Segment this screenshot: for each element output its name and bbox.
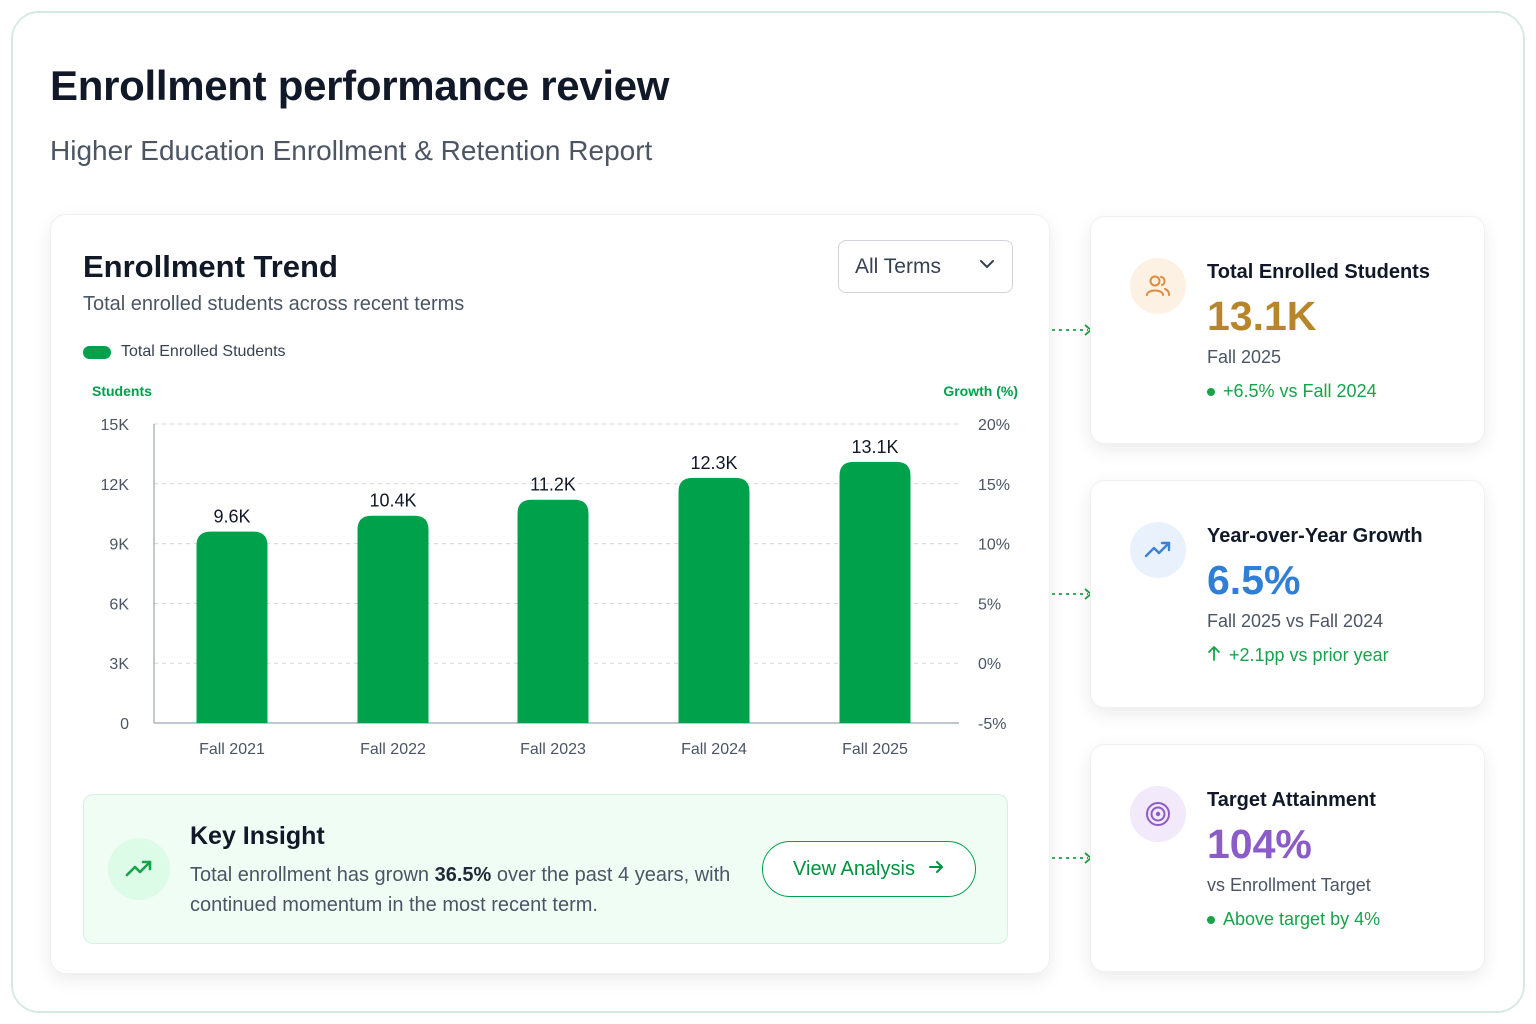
arrow-right-icon: [927, 858, 945, 881]
chart-legend: Total Enrolled Students: [83, 343, 286, 361]
connector-arrow-3: [1052, 852, 1093, 864]
enrollment-trend-card: Enrollment Trend Total enrolled students…: [50, 214, 1050, 974]
kpi-value: 104%: [1207, 821, 1312, 867]
left-axis-title: Students: [92, 383, 152, 399]
insight-text: Total enrollment has grown 36.5% over th…: [190, 860, 750, 920]
bar-fall-2024: [678, 477, 750, 723]
kpi-delta: Above target by 4%: [1207, 909, 1380, 930]
bar-fall-2021: [196, 531, 268, 723]
kpi-delta: +2.1pp vs prior year: [1207, 645, 1389, 666]
kpi-title: Year-over-Year Growth: [1207, 525, 1423, 547]
x-tick-label: Fall 2024: [681, 741, 747, 758]
card-title: Enrollment Trend: [83, 249, 338, 284]
insight-title: Key Insight: [190, 822, 325, 850]
bar-fall-2025: [839, 461, 911, 723]
term-filter-dropdown[interactable]: All Terms: [838, 240, 1013, 293]
y-tick-label: 12K: [101, 477, 130, 494]
data-label: 12.3K: [690, 453, 737, 473]
x-tick-label: Fall 2021: [199, 741, 265, 758]
y-tick-label: 15K: [101, 417, 130, 434]
x-tick-label: Fall 2022: [360, 741, 426, 758]
x-tick-label: Fall 2025: [842, 741, 908, 758]
kpi-delta-text: +6.5% vs Fall 2024: [1223, 381, 1377, 401]
y-tick-label: 0: [120, 716, 129, 733]
enrollment-bar-chart: Students Growth (%) 0 -5% 3K 0% 6K 5% 9K 10% 12K 15…: [92, 383, 1018, 758]
kpi-delta: +6.5% vs Fall 2024: [1207, 381, 1377, 402]
insight-text-after: over the past 4 years, with continued mo…: [190, 864, 731, 916]
trending-up-icon: [108, 838, 170, 900]
chevron-down-icon: [978, 255, 996, 278]
right-axis-title: Growth (%): [943, 383, 1018, 399]
bar-fall-2022: [357, 515, 429, 723]
dropdown-value: All Terms: [855, 254, 941, 278]
status-dot-icon: [1207, 387, 1215, 396]
connector-arrow-2: [1052, 588, 1093, 600]
status-dot-icon: [1207, 915, 1215, 924]
y-tick-label: 9K: [109, 537, 129, 554]
kpi-title: Total Enrolled Students: [1207, 261, 1430, 283]
insight-growth-value: 36.5%: [434, 864, 492, 886]
page-title: Enrollment performance review: [50, 62, 670, 109]
kpi-subtitle: Fall 2025: [1207, 347, 1282, 367]
data-label: 9.6K: [213, 507, 250, 527]
kpi-delta-text: +2.1pp vs prior year: [1229, 645, 1389, 665]
bar-fall-2023: [517, 499, 589, 723]
y2-tick-label: 15%: [978, 477, 1010, 494]
view-analysis-label: View Analysis: [793, 857, 915, 880]
kpi-value: 13.1K: [1207, 293, 1317, 339]
y2-tick-label: 0%: [978, 656, 1001, 673]
insight-text-before: Total enrollment has grown: [190, 864, 435, 886]
legend-label: Total Enrolled Students: [121, 343, 286, 360]
y-tick-label: 3K: [109, 656, 129, 673]
x-tick-label: Fall 2023: [520, 741, 586, 758]
data-label: 11.2K: [530, 475, 576, 495]
y2-tick-label: 10%: [978, 537, 1010, 554]
users-icon: [1130, 258, 1186, 314]
arrow-up-icon: [1207, 645, 1221, 666]
legend-swatch: [83, 345, 111, 359]
view-analysis-button[interactable]: View Analysis: [762, 841, 976, 897]
kpi-delta-text: Above target by 4%: [1223, 909, 1381, 929]
kpi-card-yoy-growth: Year-over-Year Growth 6.5% Fall 2025 vs …: [1090, 480, 1485, 708]
kpi-subtitle: Fall 2025 vs Fall 2024: [1207, 611, 1384, 631]
kpi-subtitle: vs Enrollment Target: [1207, 875, 1371, 895]
target-icon: [1130, 786, 1186, 842]
connector-arrow-1: [1052, 324, 1093, 336]
kpi-card-total-enrolled: Total Enrolled Students 13.1K Fall 2025 …: [1090, 216, 1485, 444]
y2-tick-label: 5%: [978, 596, 1001, 613]
data-label: 13.1K: [851, 437, 898, 457]
y2-tick-label: 20%: [978, 417, 1010, 434]
y2-tick-label: -5%: [978, 716, 1006, 733]
kpi-value: 6.5%: [1207, 557, 1301, 603]
y-tick-label: 6K: [109, 596, 129, 613]
trending-up-icon: [1130, 522, 1186, 578]
page-subtitle: Higher Education Enrollment & Retention …: [50, 135, 653, 166]
kpi-title: Target Attainment: [1207, 789, 1376, 811]
data-label: 10.4K: [369, 491, 416, 511]
card-subtitle: Total enrolled students across recent te…: [83, 293, 465, 315]
kpi-card-target-attainment: Target Attainment 104% vs Enrollment Tar…: [1090, 744, 1485, 972]
key-insight-panel: Key Insight Total enrollment has grown 3…: [83, 794, 1008, 944]
